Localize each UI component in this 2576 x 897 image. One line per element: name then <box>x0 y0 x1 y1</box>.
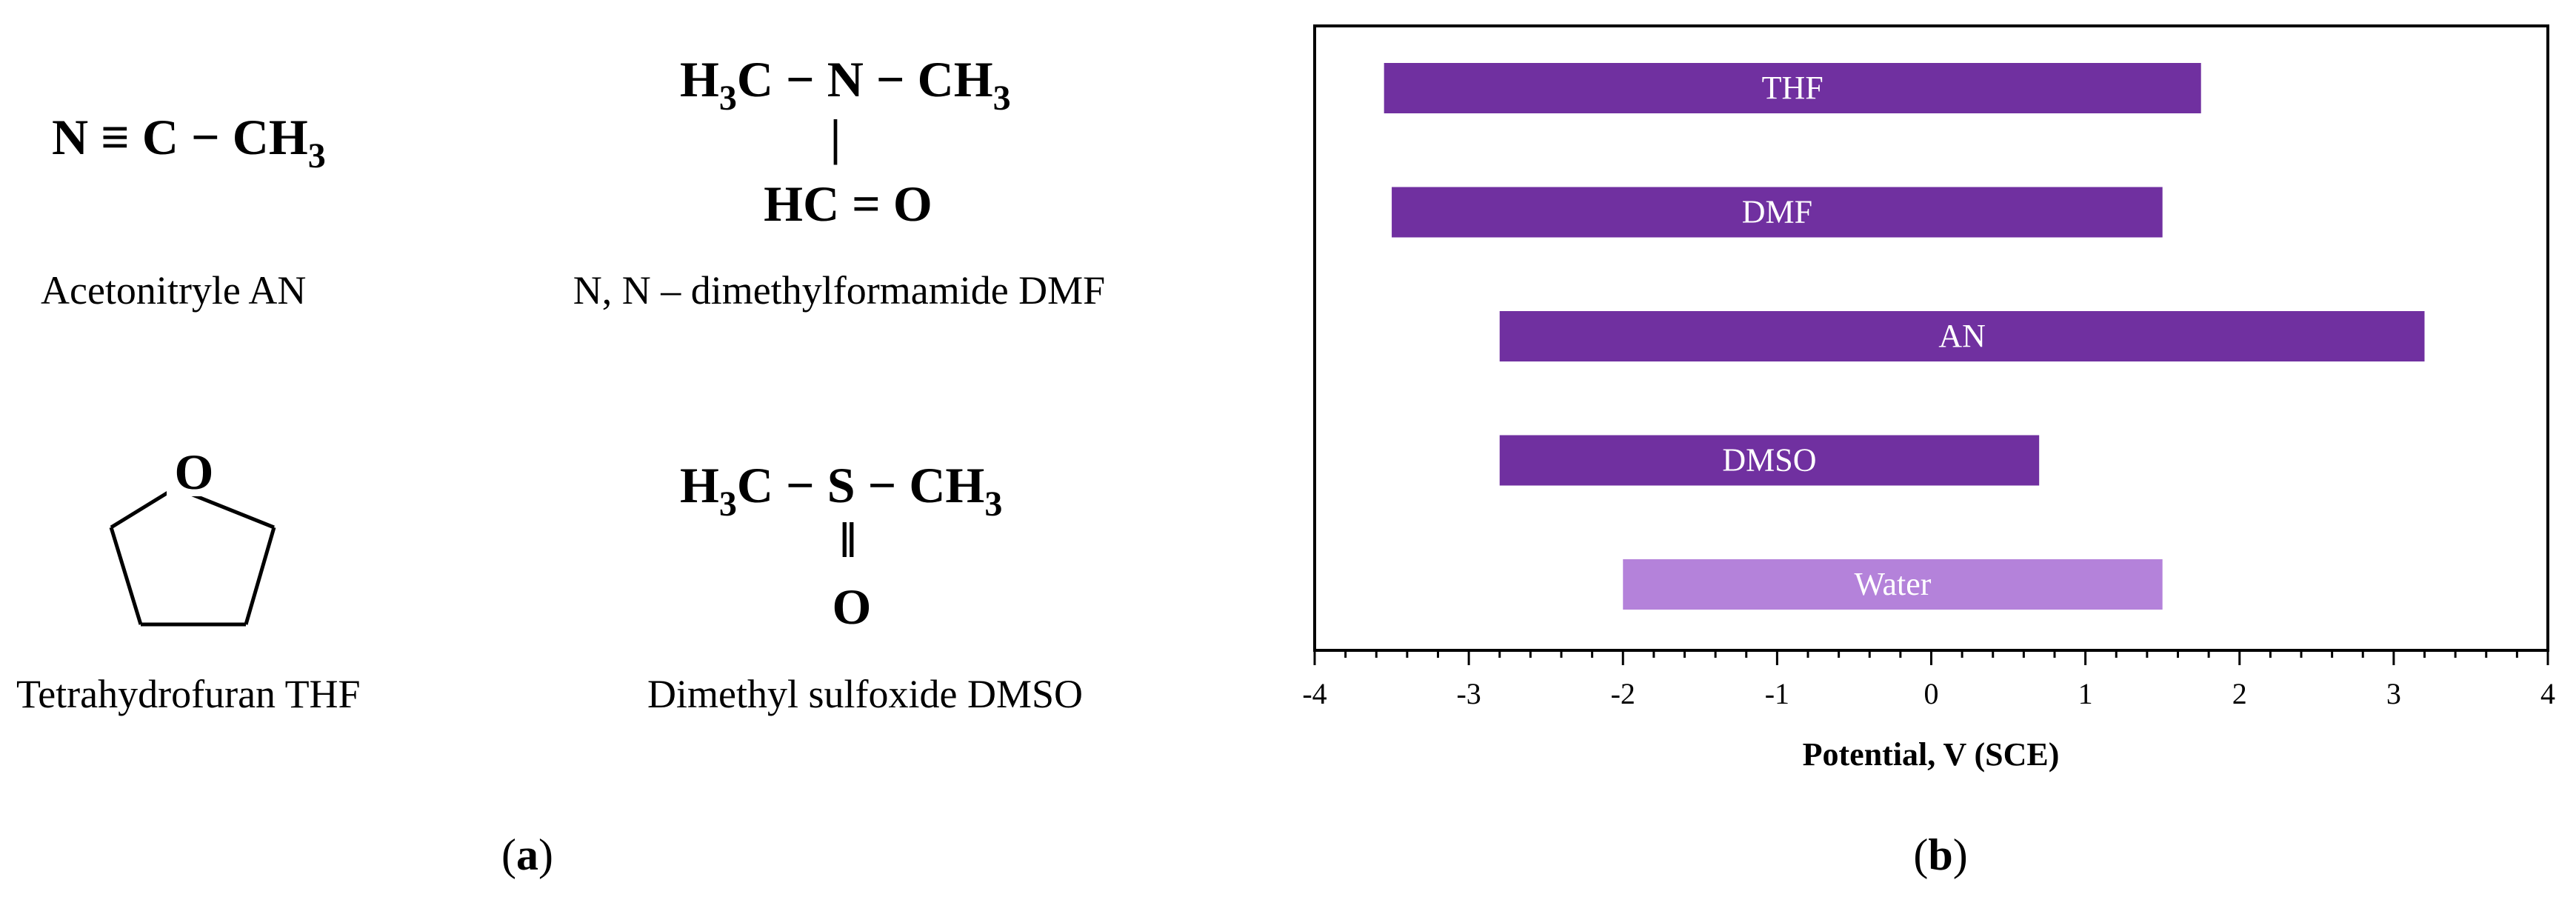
thf-ring <box>109 444 276 627</box>
bar-label-water: Water <box>1854 566 1931 602</box>
x-minor-ticks <box>1344 650 2518 658</box>
x-tick-label: 4 <box>2540 677 2555 710</box>
dmf-formula-line2: HC = O <box>764 176 932 232</box>
x-tick-label: -3 <box>1456 677 1481 710</box>
x-axis-label: Potential, V (SCE) <box>1803 736 2060 773</box>
bars <box>1384 63 2425 610</box>
x-tick-label: -4 <box>1302 677 1327 710</box>
dmf-caption: N, N – dimethylformamide DMF <box>573 268 1105 313</box>
dmso-caption: Dimethyl sulfoxide DMSO <box>647 672 1083 716</box>
x-tick-label: 0 <box>1924 677 1939 710</box>
dmso-bond: ‖ <box>840 512 856 568</box>
panel-a-label: (a) <box>501 830 553 879</box>
x-tick-label: 3 <box>2386 677 2401 710</box>
thf-caption: Tetrahydrofuran THF <box>16 672 361 716</box>
panel-a-structures: N ≡ C − CH3 Acetonitryle AN H3C − N − CH… <box>16 51 1105 879</box>
bar-water <box>1623 559 2163 610</box>
dmf-bond: | <box>830 109 841 165</box>
x-tick-label: 1 <box>2078 677 2093 710</box>
x-tick-label: -1 <box>1765 677 1789 710</box>
x-tick-label: 2 <box>2232 677 2247 710</box>
bar-label-dmf: DMF <box>1742 194 1812 230</box>
x-tick-label: -2 <box>1611 677 1635 710</box>
x-tick-labels: -4 -3 -2 -1 0 1 2 3 4 <box>1302 677 2555 710</box>
dmf-formula-line1: H3C − N − CH3 <box>680 51 1011 118</box>
bar-dmf <box>1392 187 2163 238</box>
x-major-ticks <box>1313 650 2549 665</box>
an-caption: Acetonitryle AN <box>41 268 306 313</box>
bar-dmso <box>1499 435 2040 486</box>
dmso-formula-line1: H3C − S − CH3 <box>680 457 1002 524</box>
bar-thf <box>1384 63 2201 113</box>
dmso-formula-line2: O <box>832 578 872 635</box>
thf-oxygen-atom: O <box>175 444 214 500</box>
bar-label-an: AN <box>1938 318 1986 354</box>
bar-label-dmso: DMSO <box>1722 442 1816 478</box>
panel-b-label: (b) <box>1913 830 1967 879</box>
bar-labels: THF DMF AN DMSO Water <box>1722 70 1986 602</box>
an-formula: N ≡ C − CH3 <box>52 109 326 176</box>
bar-label-thf: THF <box>1762 70 1823 106</box>
bar-an <box>1499 311 2425 361</box>
